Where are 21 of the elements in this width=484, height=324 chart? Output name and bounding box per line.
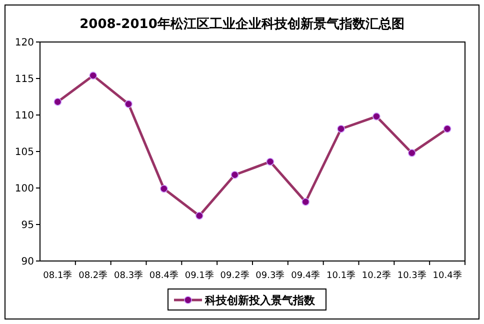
y-tick-label: 105: [14, 147, 34, 158]
y-tick-label: 90: [21, 256, 34, 268]
x-tick-label: 10.2季: [362, 270, 391, 281]
legend-label: 科技创新投入景气指数: [204, 294, 316, 307]
x-tick-label: 08.1季: [43, 270, 72, 281]
x-tick-label: 09.1季: [184, 270, 214, 281]
y-tick-label: 100: [14, 184, 34, 194]
x-tick-label: 09.2季: [220, 270, 250, 281]
x-tick-label: 09.4季: [291, 270, 320, 281]
x-tick-label: 08.4季: [149, 270, 178, 281]
x-tick-label: 10.4季: [432, 270, 462, 281]
y-tick-label: 120: [14, 38, 34, 48]
x-tick-label: 08.2季: [78, 270, 108, 281]
y-tick-label: 115: [14, 74, 34, 85]
x-tick-label: 08.3季: [114, 270, 144, 281]
y-tick-label: 110: [14, 110, 34, 122]
x-tick-label: 10.3季: [397, 270, 426, 281]
x-tick-label: 09.3季: [256, 270, 285, 281]
y-tick-label: 95: [21, 220, 34, 231]
chart-title: 2008-2010年松江区工业企业科技创新景气指数汇总图: [80, 16, 404, 32]
x-tick-label: 10.1季: [326, 270, 356, 281]
